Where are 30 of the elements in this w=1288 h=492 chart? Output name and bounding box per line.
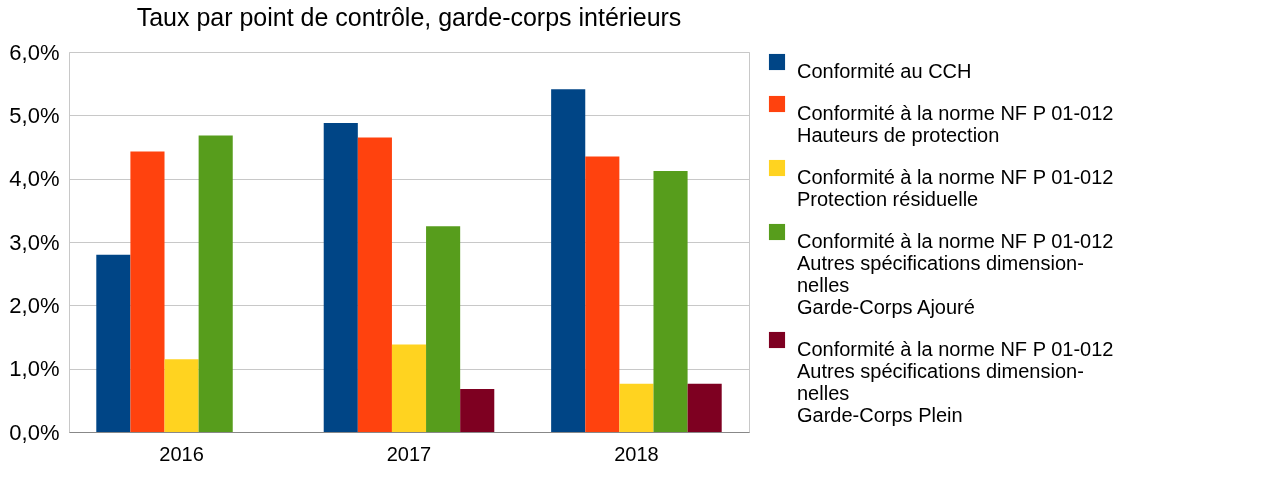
- bar: [551, 89, 586, 432]
- bar: [323, 122, 358, 432]
- x-tick-label: 2017: [386, 442, 432, 465]
- y-tick-label: 2,0%: [9, 292, 60, 318]
- bar: [96, 254, 131, 432]
- y-tick-label: 4,0%: [9, 166, 60, 192]
- bar: [198, 135, 233, 432]
- bar: [426, 226, 461, 432]
- bar: [619, 383, 654, 432]
- y-tick-label: 6,0%: [9, 39, 60, 65]
- y-tick-label: 5,0%: [9, 102, 60, 128]
- bar: [687, 383, 722, 432]
- bar: [130, 151, 165, 432]
- bar: [357, 137, 392, 432]
- y-tick-label: 3,0%: [9, 229, 60, 255]
- x-tick-label: 2016: [159, 442, 204, 465]
- legend-label: Conformité à la norme NF P 01-012 Hauteurs de protection: [797, 102, 1114, 146]
- legend-label: Conformité au CCH: [797, 60, 972, 82]
- legend-label: Conformité à la norme NF P 01-012 Protection résiduelle: [797, 166, 1114, 210]
- legend-label: Conformité à la norme NF P 01-012 Autres spécifications dimension- nelles Garde-Corps Plein: [797, 338, 1114, 426]
- bar: [460, 388, 495, 432]
- bar: [585, 156, 620, 432]
- bar: [653, 171, 688, 432]
- bar: [391, 344, 427, 432]
- chart-title: Taux par point de contrôle, garde-corps intérieurs: [136, 3, 682, 31]
- legend-label: Conformité à la norme NF P 01-012 Autres spécifications dimension- nelles Garde-Corps Ajouré: [797, 230, 1114, 318]
- x-tick-label: 2018: [614, 442, 659, 465]
- y-tick-label: 1,0%: [9, 356, 60, 382]
- y-tick-label: 0,0%: [9, 419, 60, 445]
- bar: [164, 359, 199, 432]
